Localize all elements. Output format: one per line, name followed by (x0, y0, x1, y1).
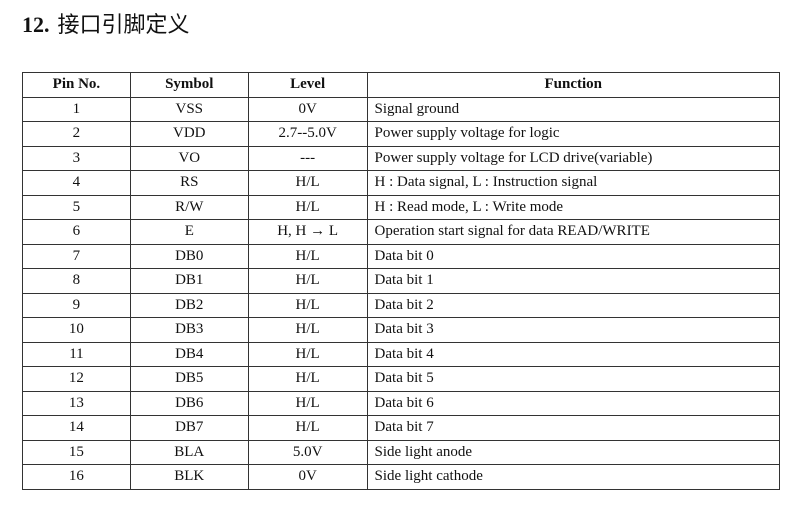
header-pin-no: Pin No. (22, 72, 131, 98)
pin-number: 9 (22, 292, 131, 318)
pin-level: H/L (247, 317, 368, 343)
pin-function: Data bit 5 (366, 366, 781, 392)
table-row: 13 DB6 H/L Data bit 6 (22, 390, 781, 416)
pin-level: 2.7--5.0V (247, 121, 368, 147)
pin-symbol: RS (129, 170, 249, 196)
pin-function: Data bit 7 (366, 415, 781, 441)
header-level: Level (247, 72, 368, 98)
table-row: 9 DB2 H/L Data bit 2 (22, 292, 781, 318)
pin-level: H/L (247, 194, 368, 220)
pin-function: Operation start signal for data READ/WRI… (366, 219, 781, 245)
pin-symbol: BLA (129, 439, 249, 465)
pin-symbol: DB4 (129, 341, 249, 367)
pin-number: 2 (22, 121, 131, 147)
pin-symbol: VDD (129, 121, 249, 147)
header-function: Function (366, 72, 781, 98)
pin-number: 1 (22, 96, 131, 122)
pin-function: Power supply voltage for logic (366, 121, 781, 147)
pin-definition-table: Pin No. Symbol Level Function 1 VSS 0V Sign… (22, 72, 781, 490)
pin-symbol: DB5 (129, 366, 249, 392)
table-row: 14 DB7 H/L Data bit 7 (22, 415, 781, 441)
pin-level: H/L (247, 170, 368, 196)
pin-function: Power supply voltage for LCD drive(varia… (366, 145, 781, 171)
pin-symbol: DB1 (129, 268, 249, 294)
pin-function: Data bit 2 (366, 292, 781, 318)
pin-number: 11 (22, 341, 131, 367)
table-row: 8 DB1 H/L Data bit 1 (22, 268, 781, 294)
pin-level: H/L (247, 366, 368, 392)
pin-number: 15 (22, 439, 131, 465)
table-row: 2 VDD 2.7--5.0V Power supply voltage for lo… (22, 121, 781, 147)
pin-number: 14 (22, 415, 131, 441)
pin-function: Side light anode (366, 439, 781, 465)
table-row: 3 VO --- Power supply voltage for LCD drive… (22, 145, 781, 171)
pin-level: H/L (247, 415, 368, 441)
pin-level: H/L (247, 268, 368, 294)
pin-number: 7 (22, 243, 131, 269)
pin-number: 13 (22, 390, 131, 416)
table-row: 6 E H, H → L Operation start signal for dat… (22, 219, 781, 245)
pin-symbol: DB2 (129, 292, 249, 318)
pin-level: --- (247, 145, 368, 171)
pin-level: H/L (247, 341, 368, 367)
pin-level: H/L (247, 243, 368, 269)
table-row: 16 BLK 0V Side light cathode (22, 464, 781, 490)
pin-function: H : Data signal, L : Instruction signal (366, 170, 781, 196)
pin-function: Side light cathode (366, 464, 781, 490)
section-title: 接口引脚定义 (57, 12, 190, 37)
pin-level: 0V (247, 96, 368, 122)
pin-level: H, H → L (247, 219, 368, 245)
pin-function: Signal ground (366, 96, 781, 122)
pin-number: 4 (22, 170, 131, 196)
pin-symbol: E (129, 219, 249, 245)
pin-number: 5 (22, 194, 131, 220)
pin-level: 0V (247, 464, 368, 490)
pin-level: H/L (247, 292, 368, 318)
pin-level: 5.0V (247, 439, 368, 465)
pin-number: 3 (22, 145, 131, 171)
section-heading: 12. 接口引脚定义 (22, 10, 190, 40)
pin-function: Data bit 1 (366, 268, 781, 294)
pin-level: H/L (247, 390, 368, 416)
table-row: 7 DB0 H/L Data bit 0 (22, 243, 781, 269)
pin-symbol: DB7 (129, 415, 249, 441)
pin-symbol: DB0 (129, 243, 249, 269)
pin-number: 12 (22, 366, 131, 392)
table-row: 11 DB4 H/L Data bit 4 (22, 341, 781, 367)
pin-symbol: DB6 (129, 390, 249, 416)
pin-symbol: VSS (129, 96, 249, 122)
table-row: 10 DB3 H/L Data bit 3 (22, 317, 781, 343)
header-symbol: Symbol (129, 72, 249, 98)
pin-symbol: DB3 (129, 317, 249, 343)
section-number: 12. (22, 12, 50, 37)
pin-symbol: R/W (129, 194, 249, 220)
pin-function: H : Read mode, L : Write mode (366, 194, 781, 220)
pin-symbol: BLK (129, 464, 249, 490)
pin-number: 16 (22, 464, 131, 490)
pin-number: 6 (22, 219, 131, 245)
table-header-row: Pin No. Symbol Level Function (22, 72, 781, 98)
pin-function: Data bit 6 (366, 390, 781, 416)
table-row: 15 BLA 5.0V Side light anode (22, 439, 781, 465)
pin-function: Data bit 3 (366, 317, 781, 343)
pin-number: 10 (22, 317, 131, 343)
table-row: 1 VSS 0V Signal ground (22, 96, 781, 122)
pin-number: 8 (22, 268, 131, 294)
pin-function: Data bit 4 (366, 341, 781, 367)
pin-function: Data bit 0 (366, 243, 781, 269)
table-row: 12 DB5 H/L Data bit 5 (22, 366, 781, 392)
pin-symbol: VO (129, 145, 249, 171)
table-row: 5 R/W H/L H : Read mode, L : Write mode (22, 194, 781, 220)
table-row: 4 RS H/L H : Data signal, L : Instruction s… (22, 170, 781, 196)
